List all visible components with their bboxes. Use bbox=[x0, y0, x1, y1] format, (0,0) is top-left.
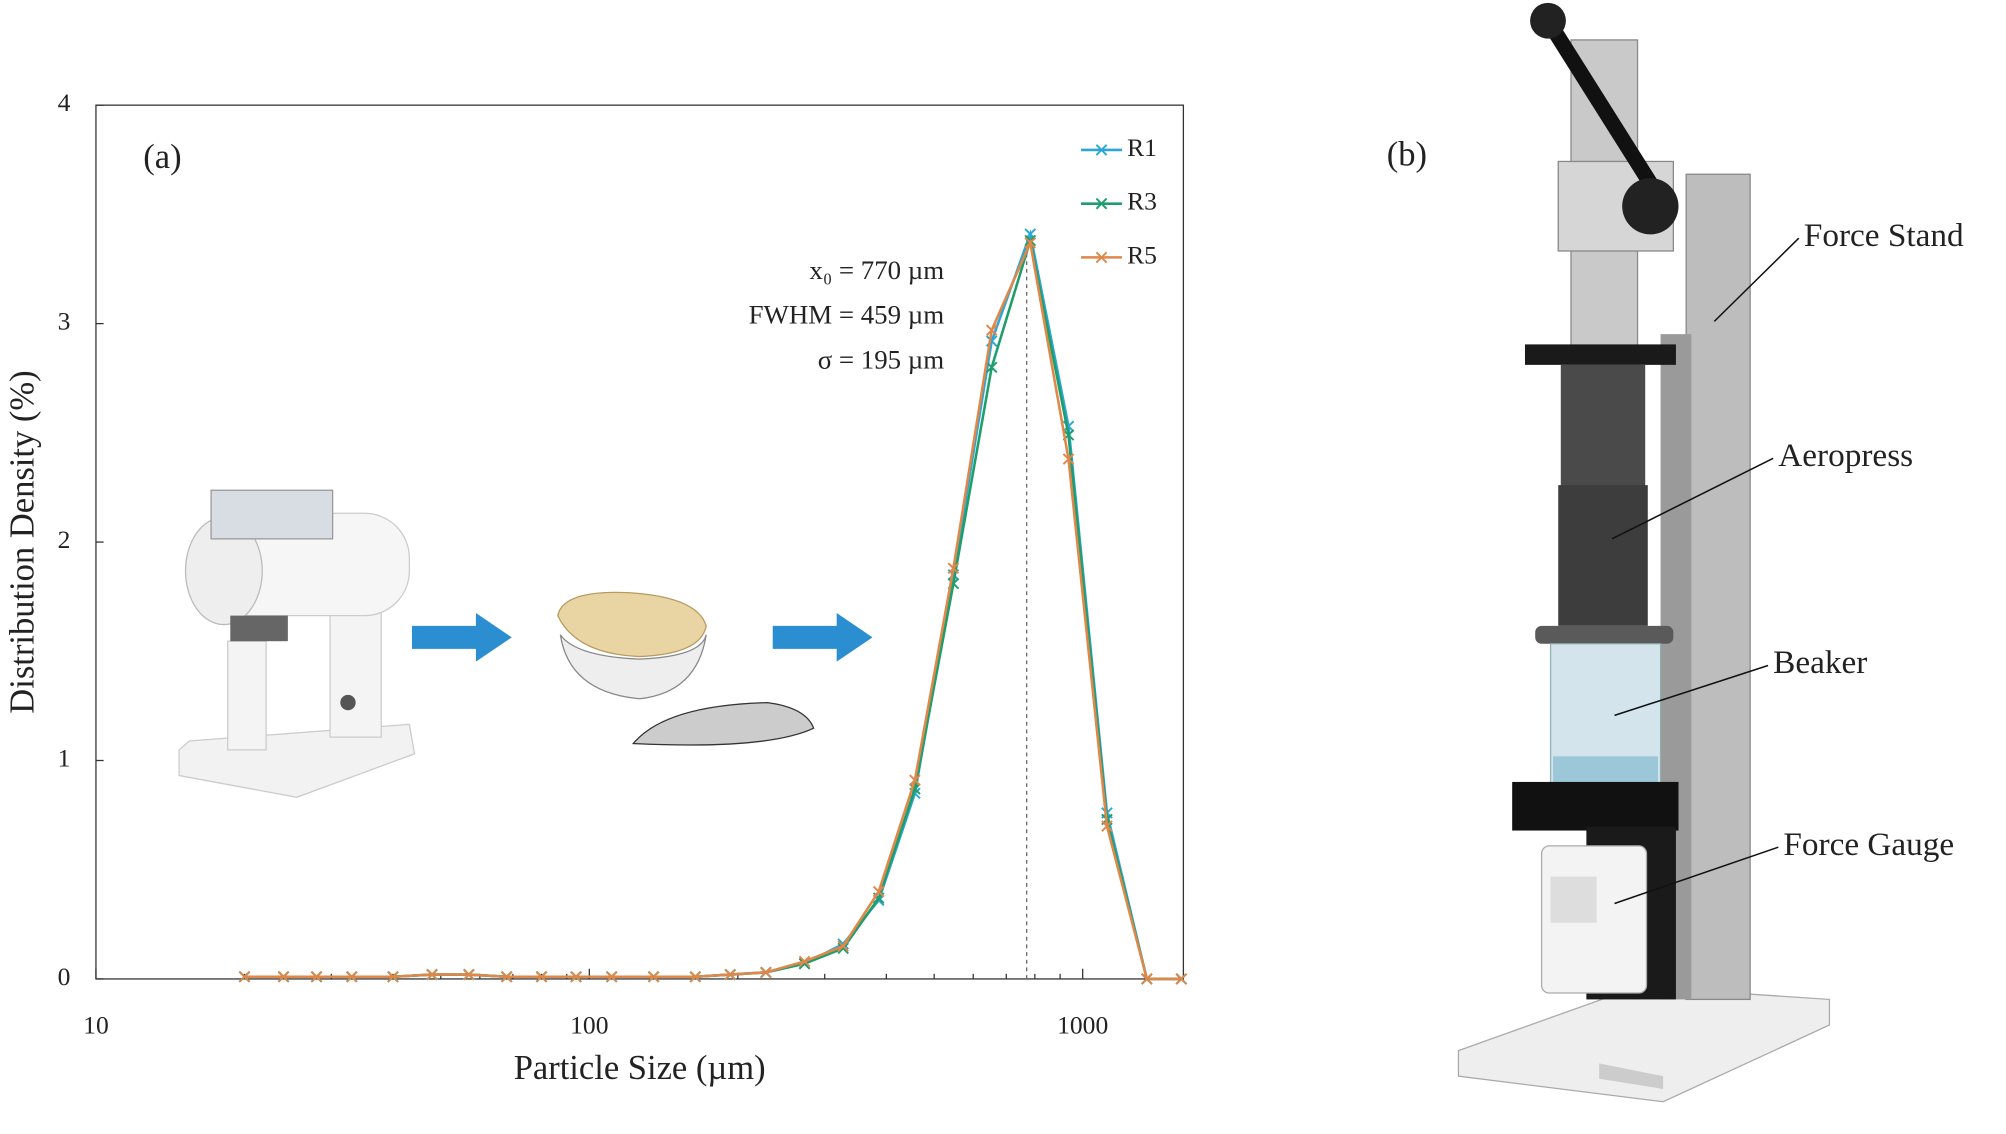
marker bbox=[500, 970, 513, 983]
marker bbox=[798, 955, 811, 968]
leader-line bbox=[1611, 457, 1774, 540]
panel-b: (b) Force Stand Aeropress Beaker Force Gauge bbox=[1387, 136, 1964, 905]
marker bbox=[647, 970, 660, 983]
y-tick-label: 2 bbox=[58, 525, 71, 554]
marker bbox=[238, 970, 251, 983]
marker bbox=[909, 774, 921, 786]
callout-label: Aeropress bbox=[1778, 437, 1913, 474]
marker bbox=[277, 970, 290, 983]
marker bbox=[535, 970, 548, 983]
annotation: x₀ = 770 µm bbox=[809, 255, 944, 285]
legend-label: R5 bbox=[1127, 240, 1157, 269]
callout-label: Force Gauge bbox=[1783, 826, 1954, 863]
x-tick-label: 10 bbox=[83, 1010, 109, 1039]
panel-label: (b) bbox=[1387, 136, 1427, 174]
marker bbox=[1141, 973, 1153, 985]
annotation: FWHM = 459 µm bbox=[749, 300, 945, 330]
y-tick-label: 0 bbox=[58, 962, 71, 991]
marker bbox=[387, 970, 399, 983]
marker bbox=[985, 324, 998, 336]
y-tick-label: 1 bbox=[58, 743, 71, 772]
panel-label: (a) bbox=[143, 138, 181, 176]
marker bbox=[345, 970, 358, 983]
annotation: σ = 195 µm bbox=[818, 344, 945, 374]
leader-line bbox=[1713, 237, 1800, 322]
leader-line bbox=[1614, 846, 1779, 905]
legend-label: R3 bbox=[1127, 187, 1157, 216]
sieve-illustration bbox=[557, 591, 815, 746]
force-stand-illustration bbox=[1457, 2, 1831, 1103]
marker bbox=[837, 942, 849, 955]
x-axis-label: Particle Size (µm) bbox=[514, 1049, 766, 1087]
y-axis-label: Distribution Density (%) bbox=[4, 370, 42, 713]
legend-marker bbox=[1095, 197, 1108, 210]
marker bbox=[837, 940, 849, 952]
callout-label: Force Stand bbox=[1804, 217, 1964, 254]
marker bbox=[872, 885, 885, 898]
arrow bbox=[411, 613, 512, 662]
series-line bbox=[244, 238, 1182, 981]
arrow bbox=[772, 613, 873, 662]
marker bbox=[570, 970, 582, 983]
marker bbox=[426, 968, 438, 981]
marker bbox=[1101, 820, 1113, 832]
leader-line bbox=[1614, 664, 1769, 717]
x-tick-label: 1000 bbox=[1057, 1010, 1108, 1039]
marker bbox=[689, 970, 702, 983]
marker bbox=[724, 968, 736, 981]
legend-marker bbox=[1095, 251, 1108, 264]
marker bbox=[1024, 236, 1037, 249]
plot-a: 0 1 2 3 4 10 100 1000 Particle Size (µm) Distribu… bbox=[4, 88, 1188, 1087]
callout-label: Beaker bbox=[1773, 644, 1867, 681]
legend-label: R1 bbox=[1127, 133, 1157, 162]
marker bbox=[760, 966, 772, 979]
marker bbox=[310, 970, 323, 983]
marker bbox=[1062, 453, 1075, 465]
grinder-illustration bbox=[178, 489, 416, 798]
marker bbox=[1175, 973, 1188, 985]
marker bbox=[985, 361, 998, 374]
legend-marker bbox=[1095, 144, 1108, 156]
marker bbox=[463, 968, 475, 981]
marker bbox=[605, 970, 618, 983]
y-tick-label: 3 bbox=[58, 306, 71, 335]
y-tick-label: 4 bbox=[58, 88, 71, 117]
x-tick-label: 100 bbox=[570, 1010, 608, 1039]
marker bbox=[947, 562, 960, 575]
